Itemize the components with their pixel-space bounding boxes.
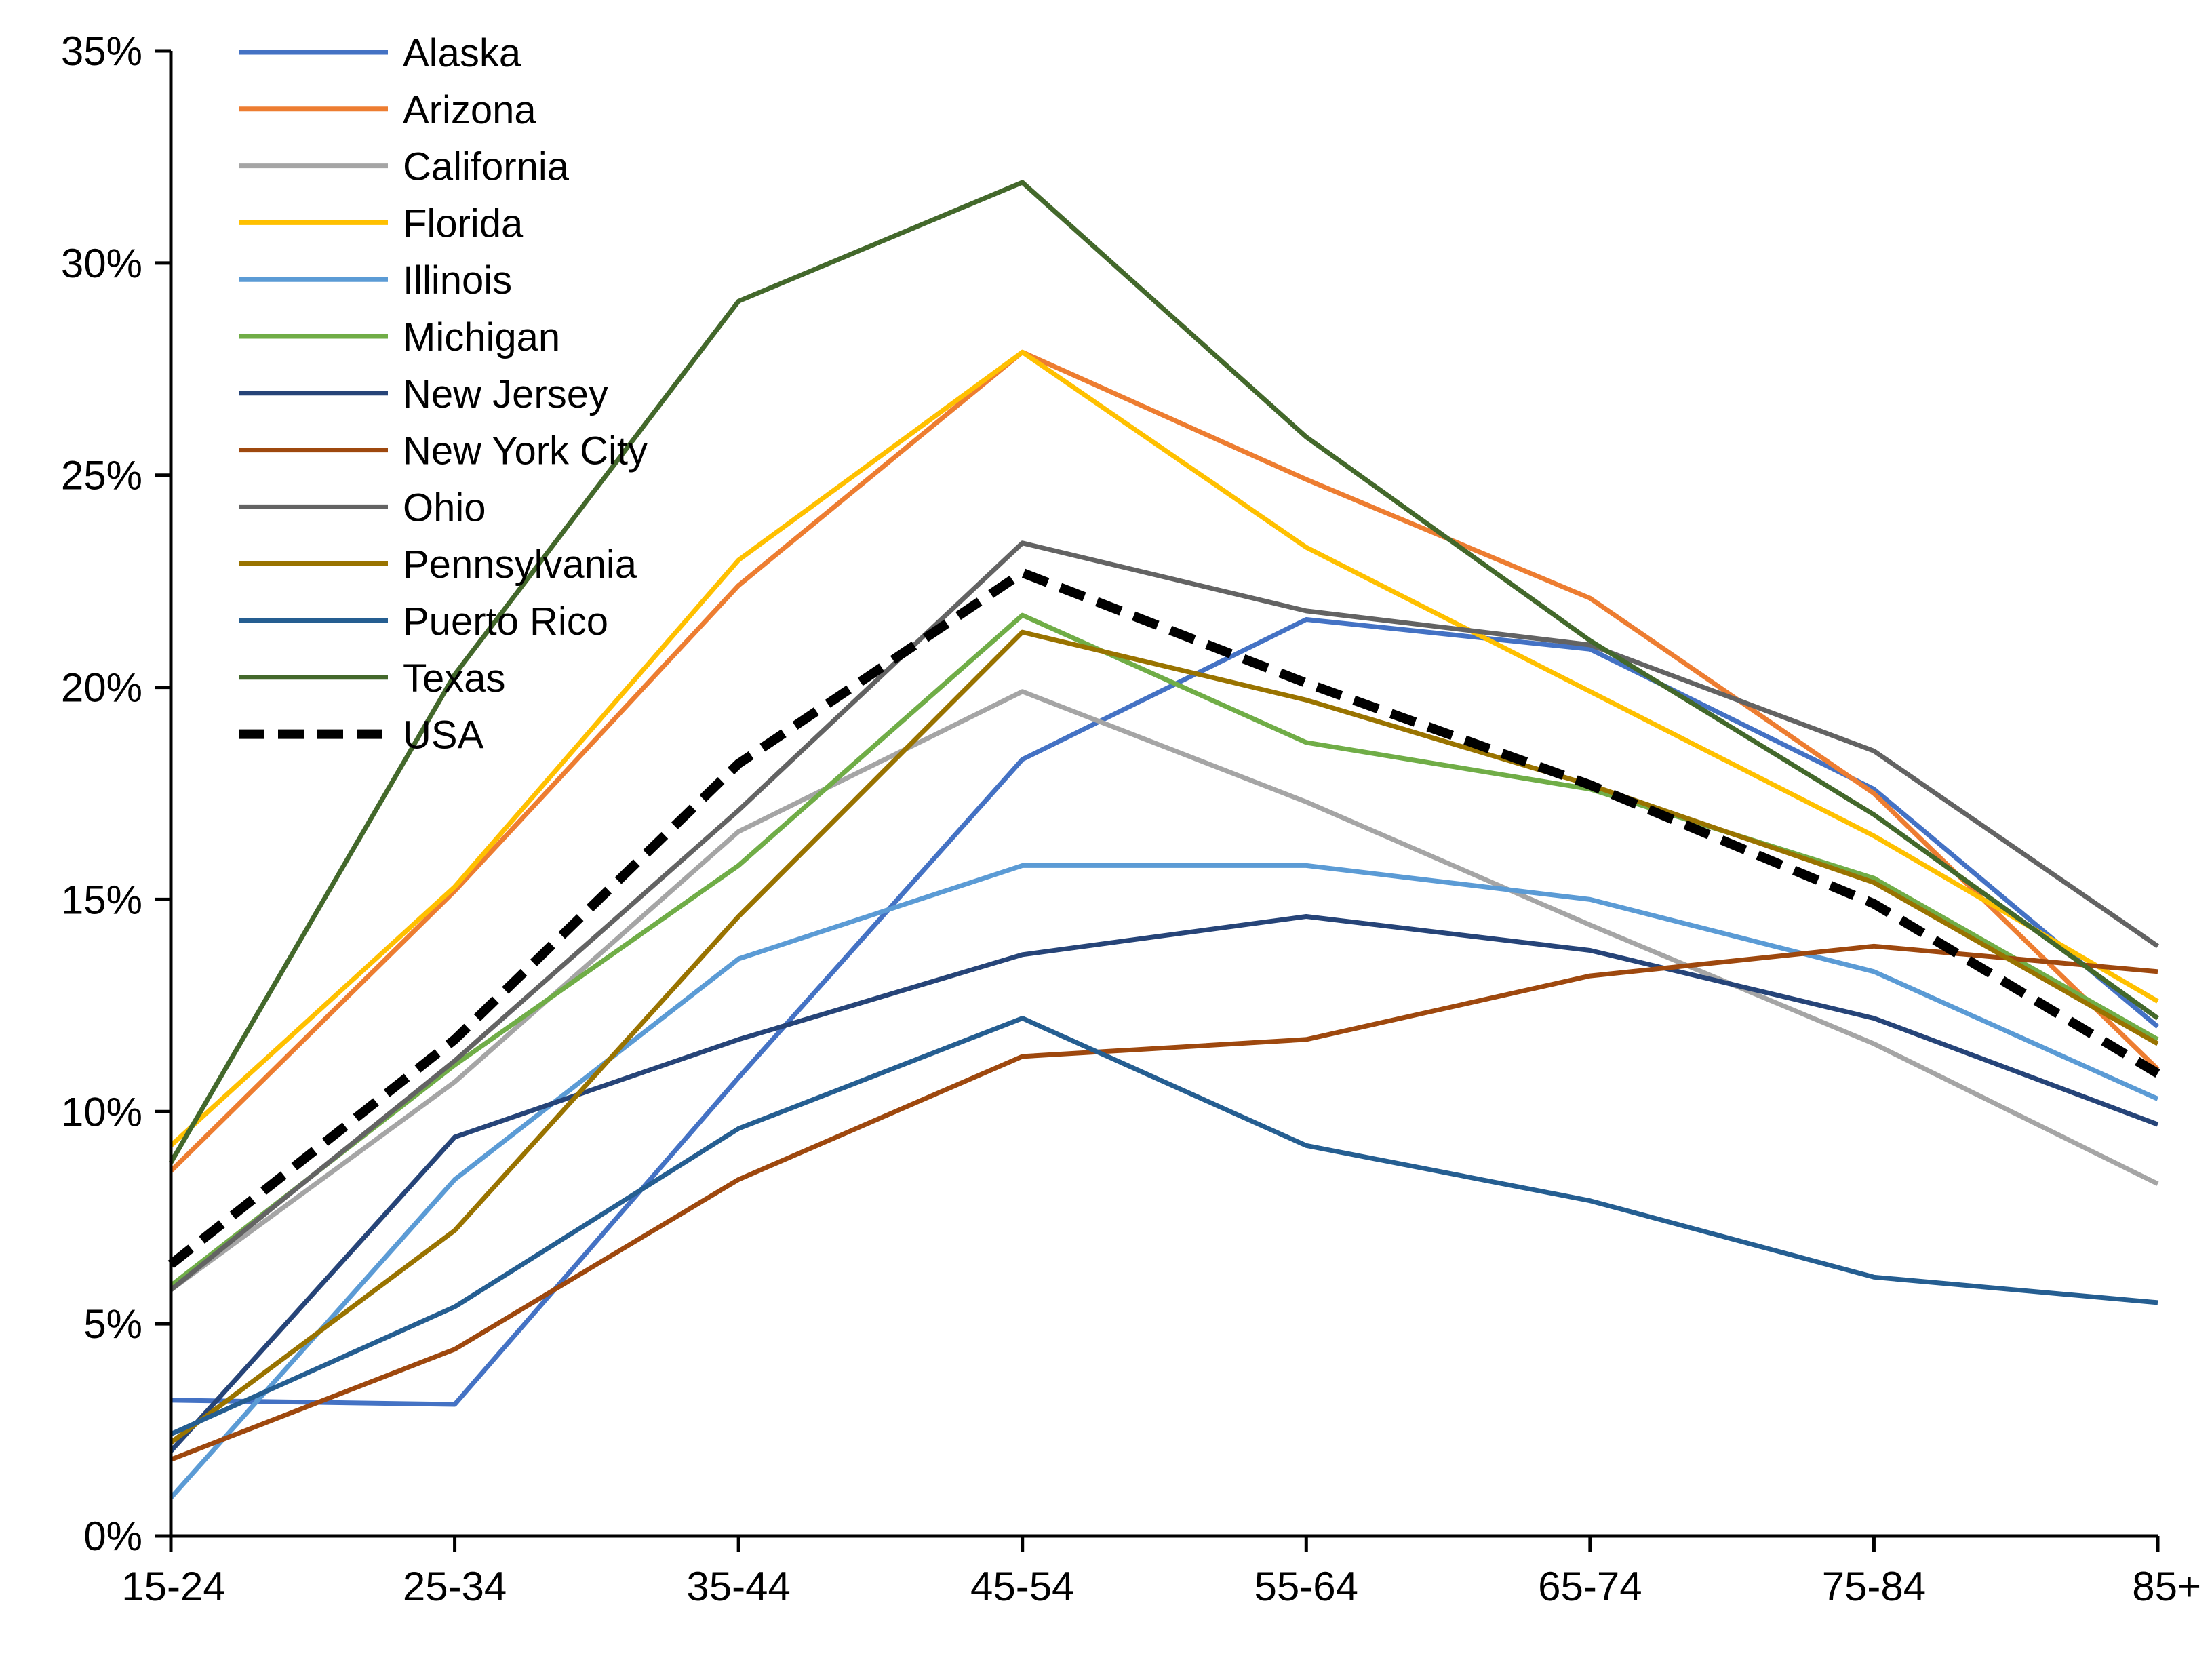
- legend-item-puerto-rico: Puerto Rico: [239, 599, 608, 644]
- series-line-new-york-city: [170, 943, 2158, 1462]
- y-tick-label: 25%: [61, 453, 142, 498]
- legend-item-florida: Florida: [239, 201, 524, 245]
- legend-label: Pennsylvania: [403, 542, 637, 587]
- y-tick-label: 20%: [61, 665, 142, 711]
- y-tick-label: 30%: [61, 241, 142, 286]
- legend-item-arizona: Arizona: [239, 88, 536, 132]
- legend-item-california: California: [239, 145, 570, 189]
- legend-item-illinois: Illinois: [239, 258, 512, 302]
- legend-label: Michigan: [403, 315, 560, 359]
- series-line-michigan: [169, 612, 2159, 1288]
- series-line-texas: [168, 180, 2160, 1164]
- legend-label: Texas: [403, 656, 506, 700]
- y-tick-label: 0%: [83, 1514, 142, 1559]
- legend-item-ohio: Ohio: [239, 486, 486, 530]
- legend-label: USA: [403, 713, 484, 757]
- legend-label: Illinois: [403, 258, 512, 302]
- x-tick-label: 45-54: [970, 1564, 1074, 1609]
- y-tick-label: 5%: [83, 1301, 142, 1347]
- series-line-new-jersey: [169, 914, 2159, 1453]
- legend-item-usa: USA: [239, 713, 484, 757]
- legend-label: California: [403, 145, 570, 189]
- legend-item-new-jersey: New Jersey: [239, 372, 608, 416]
- x-tick-label: 35-44: [686, 1564, 790, 1609]
- legend-item-alaska: Alaska: [239, 31, 521, 75]
- axes: 0% 5% 10% 15% 20% 25% 30% 35% 15-24 25-34 35-44 45-…: [61, 28, 2201, 1609]
- series-line-alaska: [170, 617, 2160, 1407]
- x-tick-label: 25-34: [403, 1564, 507, 1609]
- series-line-illinois: [169, 863, 2159, 1500]
- legend-item-michigan: Michigan: [239, 315, 560, 359]
- y-tick-label: 15%: [61, 877, 142, 922]
- legend-label: Arizona: [403, 88, 536, 132]
- legend-item-pennsylvania: Pennsylvania: [239, 542, 637, 587]
- y-tick-label: 35%: [61, 28, 142, 74]
- series-line-florida: [169, 349, 2159, 1147]
- series-line-ohio: [169, 540, 2159, 1292]
- x-tick-label: 85+: [2132, 1564, 2201, 1609]
- y-tick-label: 10%: [61, 1089, 142, 1134]
- x-tick-label: 65-74: [1538, 1564, 1642, 1609]
- legend-label: Puerto Rico: [403, 599, 608, 644]
- legend-label: Ohio: [403, 486, 486, 530]
- plot-lines: [167, 180, 2160, 1500]
- series-line-pennsylvania: [169, 629, 2159, 1445]
- legend-item-texas: Texas: [239, 656, 506, 700]
- legend: Alaska Arizona California Florida Illinois Mi…: [239, 31, 648, 757]
- legend-item-new-york-city: New York City: [239, 429, 648, 473]
- series-line-california: [169, 689, 2159, 1292]
- legend-label: Alaska: [403, 31, 521, 75]
- x-tick-label: 15-24: [121, 1564, 225, 1609]
- series-line-puerto-rico: [170, 1016, 2158, 1436]
- x-tick-label: 75-84: [1822, 1564, 1926, 1609]
- series-line-arizona: [169, 349, 2160, 1173]
- legend-label: Florida: [403, 201, 524, 245]
- legend-label: New Jersey: [403, 372, 608, 416]
- x-tick-label: 55-64: [1255, 1564, 1358, 1609]
- legend-label: New York City: [403, 429, 648, 473]
